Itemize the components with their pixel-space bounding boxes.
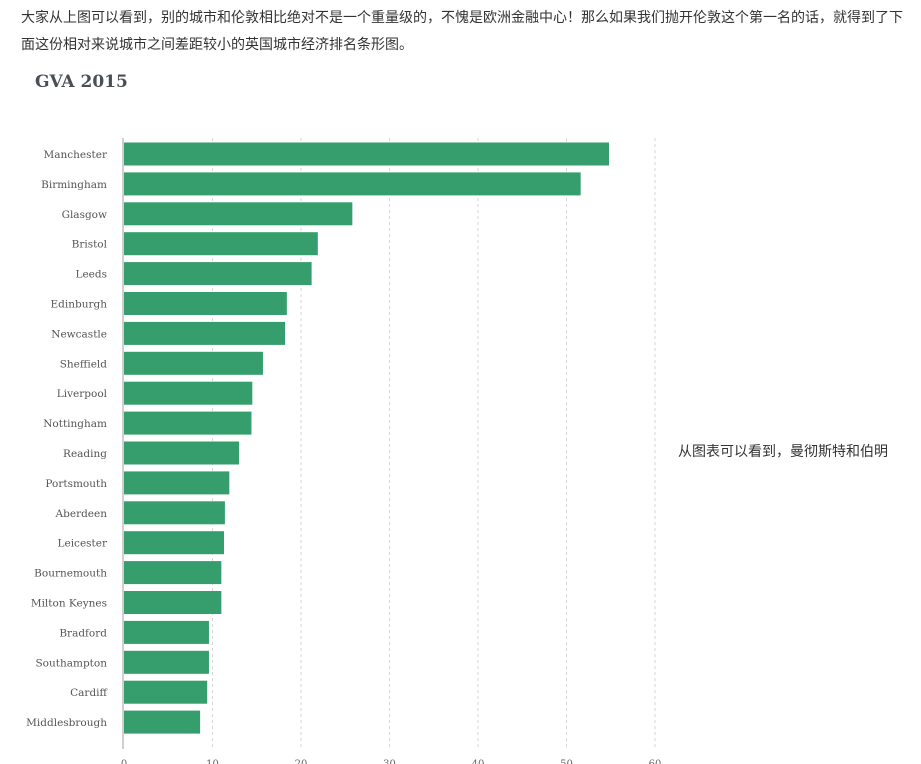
bar (124, 710, 201, 734)
bar (124, 650, 209, 674)
bar (124, 351, 263, 375)
bar (124, 591, 222, 614)
bar (124, 232, 318, 256)
bar (124, 381, 253, 405)
bar (124, 411, 252, 435)
bar (124, 292, 287, 315)
category-label: Portsmouth (45, 478, 107, 490)
category-label: Leicester (58, 538, 108, 550)
x-tick-label: 50 (560, 759, 573, 764)
bar (124, 501, 225, 525)
category-label: Aberdeen (55, 508, 108, 520)
bar (124, 172, 581, 196)
chart-title: GVA 2015 (35, 72, 128, 92)
category-label: Newcastle (51, 328, 107, 340)
bar (124, 620, 209, 644)
category-label: Bradford (59, 627, 107, 639)
category-label: Leeds (75, 269, 107, 281)
category-label: Reading (63, 448, 107, 460)
bar (124, 441, 240, 465)
bar (124, 202, 353, 226)
category-label: Glasgow (62, 209, 107, 221)
category-label: Nottingham (43, 418, 107, 430)
x-tick-label: 60 (649, 759, 662, 764)
x-tick-label: 0 (121, 759, 127, 764)
x-tick-label: 40 (472, 759, 485, 764)
article-paragraph: 大家从上图可以看到，别的城市和伦敦相比绝对不是一个重量级的，不愧是欧洲金融中心！… (21, 10, 903, 53)
category-label: Cardiff (70, 687, 108, 699)
category-label: Middlesbrough (26, 717, 107, 729)
category-label: Sheffield (60, 358, 108, 370)
bar (124, 531, 225, 555)
bar (124, 142, 609, 166)
bar (124, 680, 208, 704)
gva-chart: GVA 2015 Manchester Birmingham Glasgow Bris… (0, 62, 680, 764)
bar (124, 471, 230, 495)
category-label: Birmingham (41, 179, 107, 191)
bar (124, 561, 222, 585)
bar (124, 262, 312, 286)
category-label: Edinburgh (51, 299, 108, 311)
x-tick-label: 20 (295, 759, 308, 764)
x-tick-label: 30 (383, 759, 396, 764)
category-label: Manchester (44, 149, 108, 161)
bar (124, 321, 286, 345)
category-label: Milton Keynes (31, 598, 107, 610)
category-label: Liverpool (57, 388, 108, 400)
x-tick-label: 10 (206, 759, 219, 764)
chart-plot: Manchester Birmingham Glasgow Bristol Leeds E… (26, 138, 662, 764)
category-label: Bristol (72, 239, 108, 251)
category-label: Bournemouth (34, 568, 107, 580)
category-label: Southampton (35, 657, 107, 669)
side-text: 从图表可以看到，曼彻斯特和伯明 (678, 444, 888, 460)
